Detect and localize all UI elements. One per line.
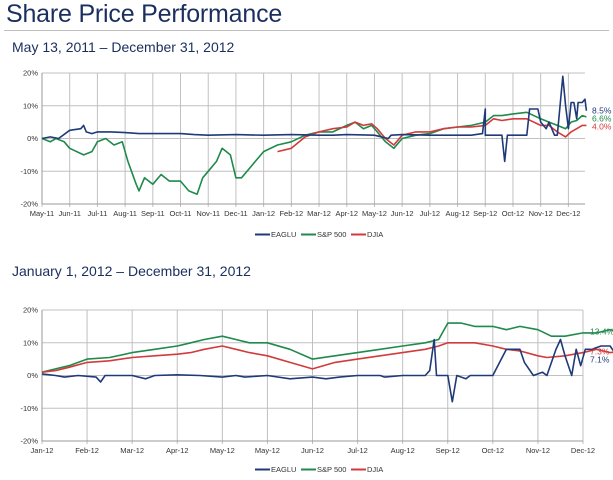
legend-item-djia: DJIA [351, 230, 383, 239]
series-line-eaglu [41, 338, 613, 403]
series-line-djia [41, 342, 613, 373]
y-tick-label: -20% [20, 437, 38, 446]
chart2-title: January 1, 2012 – December 31, 2012 [12, 263, 251, 279]
x-tick-label: Feb-12 [279, 209, 303, 218]
x-tick-label: Aug-12 [391, 446, 415, 455]
x-tick-label: Nov-11 [196, 209, 220, 218]
legend-item-djia: DJIA [351, 465, 383, 474]
x-tick-label: Dec-12 [571, 446, 595, 455]
legend-item-eaglu: EAGLU [255, 465, 296, 474]
y-tick-label: -10% [20, 167, 38, 176]
y-tick-label: -10% [20, 404, 38, 413]
end-value-label: 8.5% [592, 106, 612, 116]
x-tick-label: Oct-12 [482, 446, 505, 455]
x-tick-label: May-11 [30, 209, 54, 218]
x-tick-label: Sep-12 [436, 446, 460, 455]
x-tick-label: Jun-12 [301, 446, 324, 455]
end-value-label: 6.6% [592, 114, 612, 124]
y-tick-label: 10% [23, 338, 38, 347]
y-tick-label: -20% [20, 200, 38, 209]
legend-label: S&P 500 [317, 230, 346, 239]
chart1-title: May 13, 2011 – December 31, 2012 [12, 39, 235, 55]
legend-label: DJIA [367, 465, 383, 474]
x-tick-label: Apr-12 [335, 209, 358, 218]
legend-label: EAGLU [271, 230, 296, 239]
x-tick-label: Jun-12 [391, 209, 414, 218]
x-tick-label: Mar-12 [120, 446, 144, 455]
end-value-label: 7.1% [590, 355, 610, 365]
legend-label: S&P 500 [317, 465, 346, 474]
x-tick-label: Jul-12 [420, 209, 440, 218]
series-line-s-p-500 [41, 322, 613, 373]
legend-label: DJIA [367, 230, 383, 239]
y-tick-label: 20% [23, 306, 38, 315]
x-tick-label: Aug-11 [113, 209, 137, 218]
x-tick-label: Jul-12 [347, 446, 367, 455]
y-tick-label: 10% [23, 101, 38, 110]
legend-item-s-p-500: S&P 500 [301, 230, 346, 239]
x-tick-label: Sep-12 [473, 209, 497, 218]
y-tick-label: 0% [27, 134, 38, 143]
chart-2012: 20% 10% 0% -10% -20%Jan-12 Feb-12 Mar-12 Apr-12… [20, 306, 613, 474]
series-line-s-p-500 [41, 111, 587, 195]
x-tick-label: May-12 [362, 209, 387, 218]
y-tick-label: 20% [23, 69, 38, 78]
x-tick-label: Jul-11 [87, 209, 107, 218]
page-title: Share Price Performance [6, 0, 283, 28]
x-tick-label: Mar-12 [307, 209, 331, 218]
x-tick-label: Nov-12 [529, 209, 553, 218]
title-divider [4, 30, 609, 31]
end-value-label: 13.4% [590, 327, 613, 337]
x-tick-label: Nov-12 [526, 446, 550, 455]
legend-item-eaglu: EAGLU [255, 230, 296, 239]
legend-label: EAGLU [271, 465, 296, 474]
end-value-label: 4.0% [592, 122, 612, 132]
x-tick-label: Dec-12 [556, 209, 580, 218]
x-tick-label: Oct-12 [502, 209, 525, 218]
x-tick-label: May-12 [210, 446, 235, 455]
legend-item-s-p-500: S&P 500 [301, 465, 346, 474]
x-tick-label: Jun-11 [59, 209, 81, 218]
x-tick-label: Oct-11 [170, 209, 192, 218]
x-tick-label: Jan-12 [31, 446, 54, 455]
x-tick-label: May-12 [255, 446, 280, 455]
end-value-label: 7.3% [590, 347, 610, 357]
chart-since-ipo: 20% 10% 0% -10% -20%May-11 Jun-11 Jul-11 Aug-11… [20, 69, 612, 240]
x-tick-label: Aug-12 [445, 209, 469, 218]
x-tick-label: Feb-12 [75, 446, 99, 455]
x-tick-label: Jan-12 [252, 209, 275, 218]
x-tick-label: Apr-12 [166, 446, 189, 455]
series-line-eaglu [41, 75, 588, 163]
x-tick-label: Dec-11 [224, 209, 248, 218]
y-tick-label: 0% [27, 371, 38, 380]
x-tick-label: Sep-11 [141, 209, 165, 218]
